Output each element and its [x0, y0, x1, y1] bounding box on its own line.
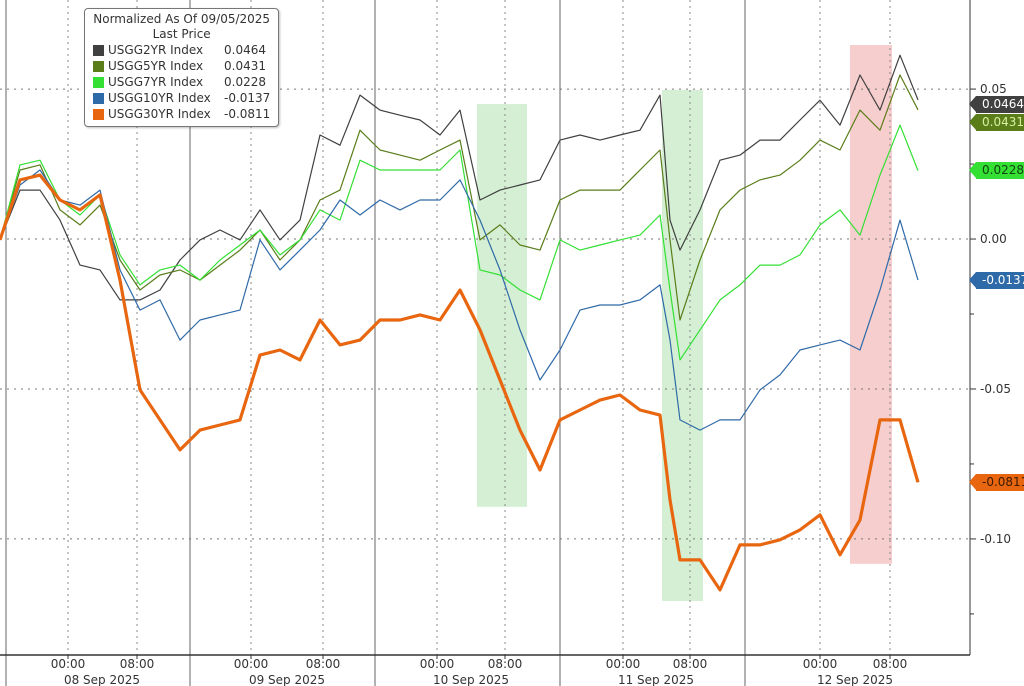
legend-item-name: USGG2YR Index: [108, 43, 204, 57]
x-tick-label: 08:00: [673, 657, 708, 671]
y-tick-label: 0.05: [980, 82, 1007, 96]
date-label: 09 Sep 2025: [249, 673, 325, 686]
x-tick-label: 00:00: [420, 657, 455, 671]
legend-item-name: USGG5YR Index: [108, 59, 204, 73]
highlight-region: [477, 104, 527, 507]
x-tick-label: 00:00: [234, 657, 269, 671]
legend-item-value: 0.0431: [224, 59, 266, 73]
legend-swatch: [93, 108, 104, 120]
y-tick-label: -0.10: [980, 532, 1011, 546]
y-tick-label: 0.00: [980, 232, 1007, 246]
legend-item: USGG2YR Index 0.0464: [93, 42, 270, 58]
legend-item-name: USGG7YR Index: [108, 75, 204, 89]
legend-swatch: [93, 76, 104, 88]
date-label: 11 Sep 2025: [618, 673, 694, 686]
legend-item-value: -0.0137: [224, 91, 271, 105]
legend-swatch: [93, 92, 104, 104]
legend-item-value: 0.0228: [224, 75, 266, 89]
x-tick-label: 08:00: [120, 657, 155, 671]
legend: Normalized As Of 09/05/2025 Last Price U…: [84, 8, 280, 127]
legend-swatch: [93, 60, 104, 72]
y-tick-label: -0.05: [980, 382, 1011, 396]
x-tick-label: 08:00: [488, 657, 523, 671]
legend-item-value: -0.0811: [224, 107, 271, 121]
last-value-badge: -0.0811: [968, 473, 1024, 491]
legend-item-value: 0.0464: [224, 43, 266, 57]
series-line-usgg10yr-index: [0, 169, 919, 431]
legend-subtitle: Last Price: [152, 27, 211, 41]
x-tick-label: 08:00: [306, 657, 341, 671]
series-line-usgg2yr-index: [0, 54, 919, 301]
last-value-badge: 0.0431: [969, 114, 1024, 132]
legend-item-name: USGG10YR Index: [108, 91, 211, 105]
x-tick-label: 00:00: [803, 657, 838, 671]
series-line-usgg30yr-index: [0, 173, 920, 592]
legend-title: Normalized As Of 09/05/2025: [93, 12, 271, 26]
legend-item: USGG30YR Index -0.0811: [93, 106, 270, 122]
date-label: 08 Sep 2025: [64, 673, 140, 686]
date-label: 12 Sep 2025: [817, 673, 893, 686]
x-tick-label: 08:00: [873, 657, 908, 671]
last-value-badge: 0.0464: [969, 96, 1024, 114]
legend-item: USGG7YR Index 0.0228: [93, 74, 270, 90]
x-tick-label: 00:00: [606, 657, 641, 671]
series-line-usgg7yr-index: [0, 124, 919, 361]
last-value-badge: 0.0228: [969, 162, 1024, 180]
highlight-region: [850, 44, 892, 564]
legend-swatch: [93, 44, 104, 56]
highlight-region: [662, 89, 703, 602]
series-line-usgg5yr-index: [0, 74, 919, 321]
x-tick-label: 00:00: [51, 657, 86, 671]
legend-item: USGG10YR Index -0.0137: [93, 90, 270, 106]
legend-item: USGG5YR Index 0.0431: [93, 58, 270, 74]
last-value-badge: -0.0137: [968, 271, 1024, 289]
date-label: 10 Sep 2025: [433, 673, 509, 686]
legend-item-name: USGG30YR Index: [108, 107, 211, 121]
